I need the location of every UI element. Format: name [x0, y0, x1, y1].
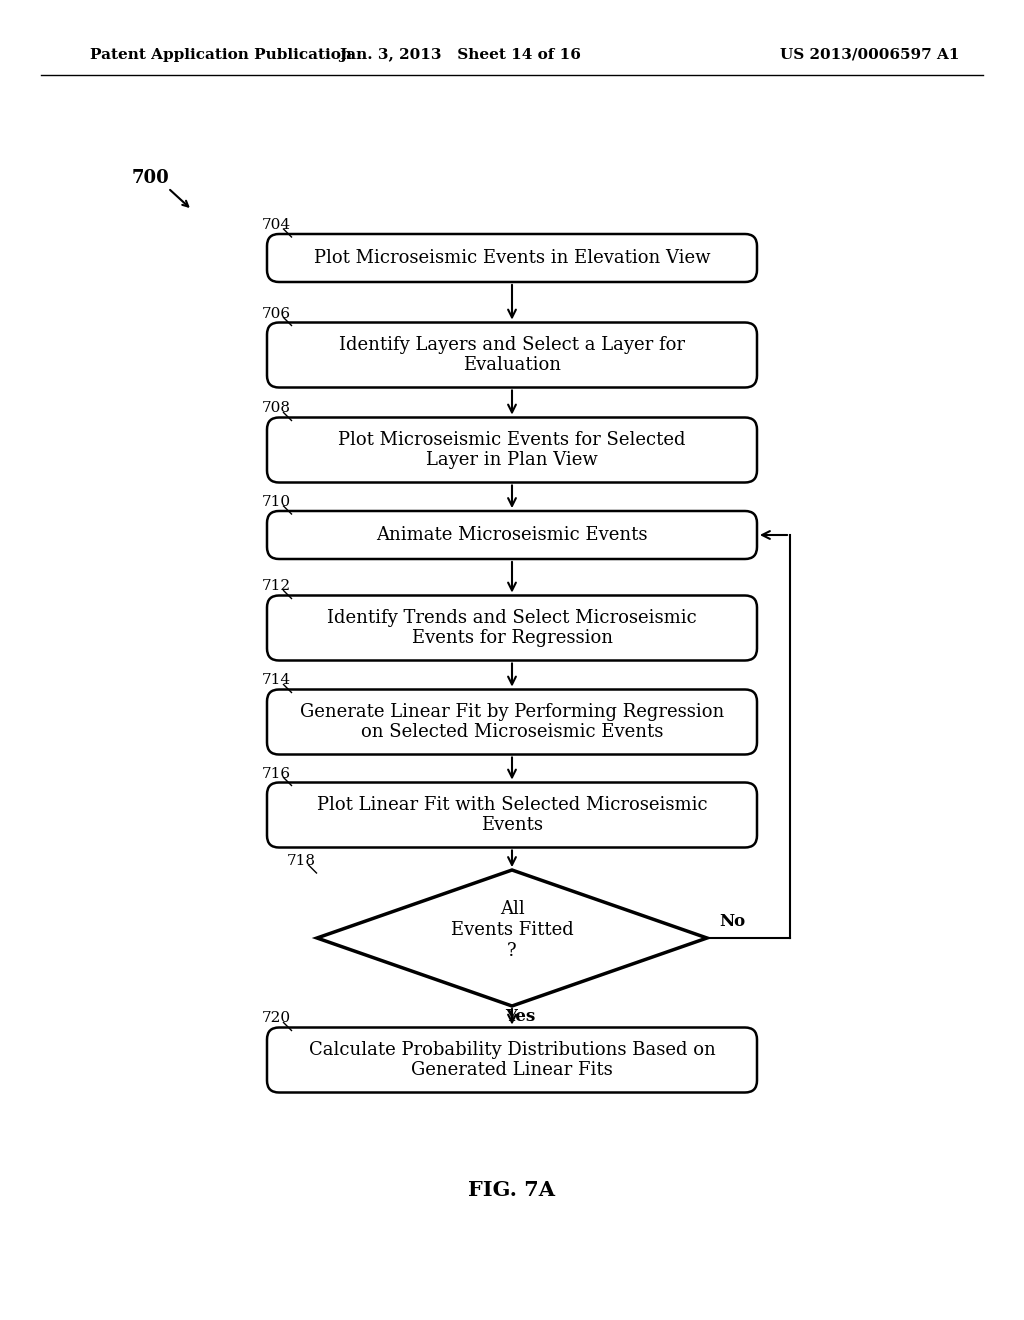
FancyBboxPatch shape: [267, 689, 757, 755]
FancyBboxPatch shape: [267, 1027, 757, 1093]
FancyBboxPatch shape: [267, 783, 757, 847]
Text: All
Events Fitted
?: All Events Fitted ?: [451, 900, 573, 960]
Text: FIG. 7A: FIG. 7A: [469, 1180, 555, 1200]
Text: 706: 706: [262, 306, 291, 321]
Text: 708: 708: [262, 401, 291, 416]
Text: Plot Microseismic Events for Selected
Layer in Plan View: Plot Microseismic Events for Selected La…: [338, 430, 686, 470]
Text: 704: 704: [262, 218, 291, 232]
Text: Identify Layers and Select a Layer for
Evaluation: Identify Layers and Select a Layer for E…: [339, 335, 685, 375]
Text: Plot Linear Fit with Selected Microseismic
Events: Plot Linear Fit with Selected Microseism…: [316, 796, 708, 834]
Text: 718: 718: [287, 854, 316, 869]
Text: No: No: [719, 913, 745, 931]
FancyBboxPatch shape: [267, 511, 757, 558]
Text: Plot Microseismic Events in Elevation View: Plot Microseismic Events in Elevation Vi…: [313, 249, 711, 267]
FancyBboxPatch shape: [267, 417, 757, 483]
Text: US 2013/0006597 A1: US 2013/0006597 A1: [780, 48, 959, 62]
Text: Calculate Probability Distributions Based on
Generated Linear Fits: Calculate Probability Distributions Base…: [308, 1040, 716, 1080]
Text: 714: 714: [262, 673, 291, 688]
Text: 712: 712: [262, 579, 291, 594]
Text: Patent Application Publication: Patent Application Publication: [90, 48, 352, 62]
FancyBboxPatch shape: [267, 595, 757, 660]
Text: Identify Trends and Select Microseismic
Events for Regression: Identify Trends and Select Microseismic …: [327, 609, 697, 647]
Text: 710: 710: [262, 495, 291, 510]
Text: Yes: Yes: [505, 1008, 536, 1026]
FancyBboxPatch shape: [267, 234, 757, 282]
Polygon shape: [317, 870, 707, 1006]
Text: Generate Linear Fit by Performing Regression
on Selected Microseismic Events: Generate Linear Fit by Performing Regres…: [300, 702, 724, 742]
Text: 720: 720: [262, 1011, 291, 1026]
Text: 700: 700: [132, 169, 170, 187]
Text: 716: 716: [262, 767, 291, 780]
Text: Jan. 3, 2013   Sheet 14 of 16: Jan. 3, 2013 Sheet 14 of 16: [339, 48, 581, 62]
FancyBboxPatch shape: [267, 322, 757, 388]
Text: Animate Microseismic Events: Animate Microseismic Events: [376, 525, 648, 544]
